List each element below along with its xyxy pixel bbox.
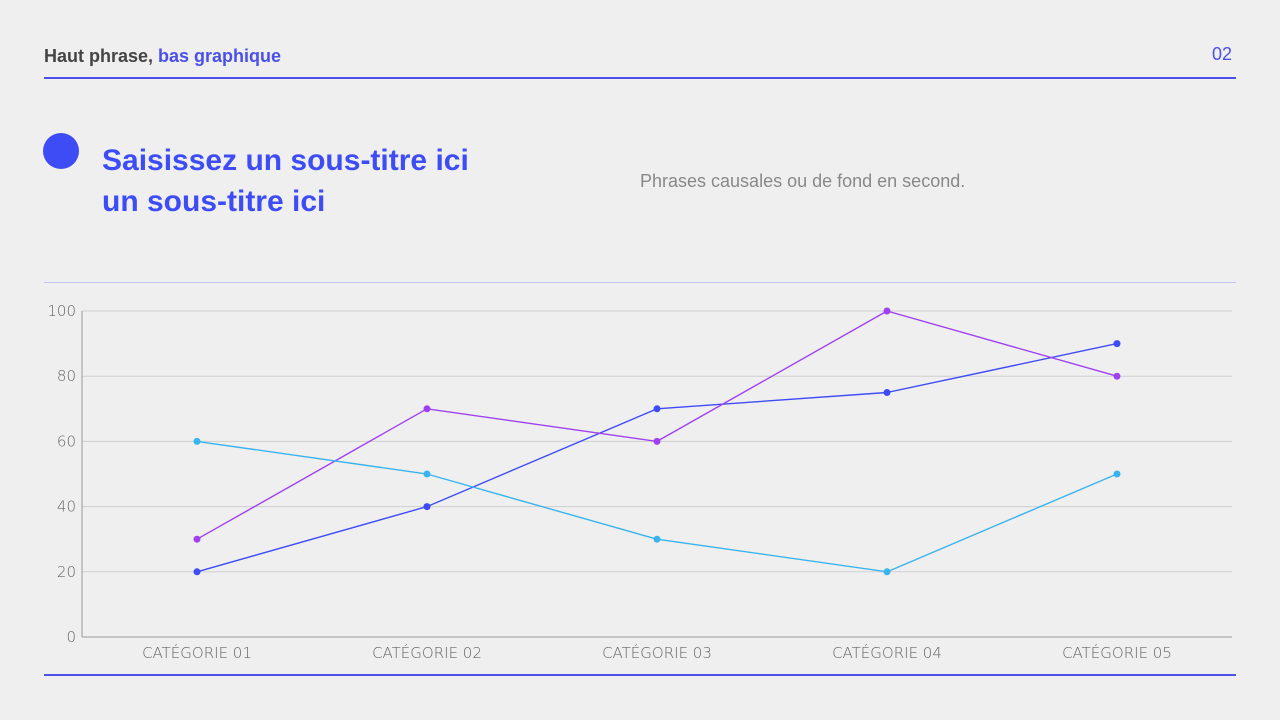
y-tick-label: 40 [57, 498, 76, 516]
description: Phrases causales ou de fond en second. [640, 171, 966, 191]
page-number: 02 [1211, 44, 1232, 64]
data-point [423, 405, 431, 413]
data-point [193, 437, 201, 445]
x-tick-label: CATÉGORIE 01 [142, 643, 252, 662]
chart-top-divider [44, 282, 1236, 283]
footer-divider [44, 674, 1236, 676]
data-point [883, 389, 891, 396]
x-tick-label: CATÉGORIE 03 [602, 643, 712, 662]
header-title-accent: bas graphique [158, 46, 282, 66]
y-tick-label: 20 [57, 563, 76, 581]
data-point [883, 568, 891, 576]
x-tick-label: CATÉGORIE 04 [832, 643, 942, 662]
y-tick-label: 60 [57, 432, 76, 450]
data-point [193, 568, 201, 576]
series-line-2 [196, 310, 1118, 540]
y-tick-label: 0 [66, 628, 76, 646]
data-point [653, 437, 661, 445]
data-point [193, 535, 201, 543]
data-point [653, 405, 661, 413]
subtitle: Saisissez un sous-titre ici un sous-titre… [102, 140, 469, 222]
data-point [1113, 340, 1121, 348]
x-tick-label: CATÉGORIE 05 [1062, 643, 1172, 662]
y-tick-label: 100 [47, 302, 76, 320]
data-point [883, 307, 891, 315]
data-point [1113, 372, 1121, 380]
bullet-circle-icon [43, 133, 79, 169]
header-title: Haut phrase, bas graphique [44, 46, 281, 67]
data-point [1113, 470, 1121, 478]
subtitle-line2: un sous-titre ici [102, 185, 326, 218]
data-point [423, 470, 431, 478]
data-point [423, 503, 431, 511]
y-tick-label: 80 [57, 367, 76, 385]
header-title-dark: Haut phrase, [44, 46, 159, 66]
data-point [653, 535, 661, 543]
x-tick-label: CATÉGORIE 02 [372, 643, 482, 662]
header-divider [44, 77, 1236, 79]
subtitle-line1: Saisissez un sous-titre ici [102, 144, 469, 177]
